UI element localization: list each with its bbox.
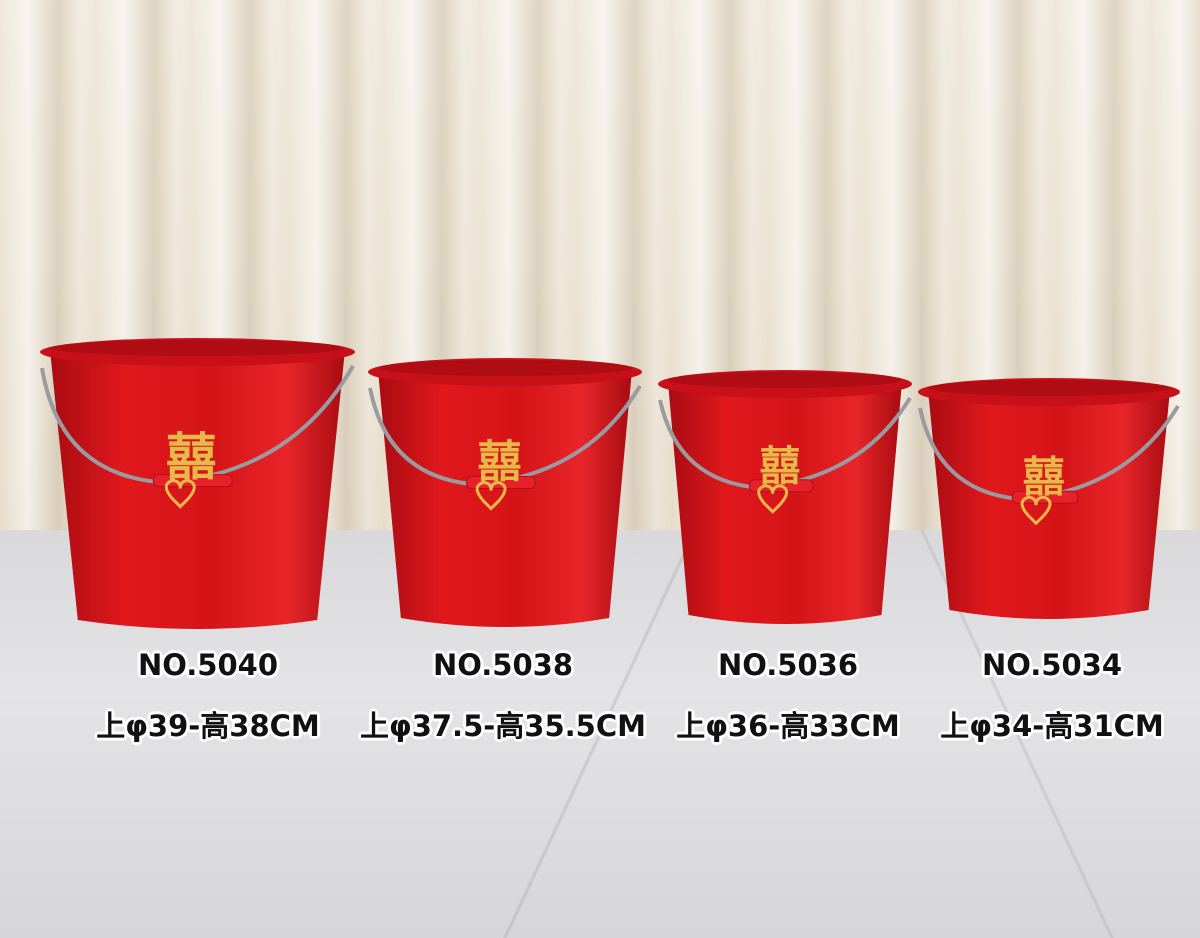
bucket-4: 囍 xyxy=(918,378,1180,619)
product-model-4: NO.5034 xyxy=(981,648,1123,682)
product-model-2: NO.5038 xyxy=(432,648,574,682)
bucket-opening xyxy=(50,340,345,356)
product-dims-1: 上φ39-高38CM xyxy=(96,709,320,743)
product-model-1: NO.5040 xyxy=(137,648,279,682)
heart-emblem xyxy=(1020,495,1052,526)
product-dims-3: 上φ36-高33CM xyxy=(676,709,900,743)
heart-emblem xyxy=(164,479,196,509)
bucket-body xyxy=(378,370,632,627)
product-dims-2: 上φ37.5-高35.5CM xyxy=(360,709,646,743)
bucket-2: 囍 xyxy=(368,358,642,627)
bucket-body xyxy=(668,382,902,624)
bucket-opening xyxy=(378,360,632,376)
bucket-1: 囍 xyxy=(40,338,355,629)
bucket-3: 囍 xyxy=(658,370,912,624)
bucket-opening xyxy=(668,372,902,388)
heart-emblem xyxy=(757,484,789,514)
double-happiness-emblem: 囍 xyxy=(478,437,522,488)
double-happiness-emblem: 囍 xyxy=(1023,452,1065,501)
product-dims-4: 上φ34-高31CM xyxy=(940,709,1164,743)
heart-emblem xyxy=(475,481,507,511)
bucket-body xyxy=(50,350,345,629)
double-happiness-emblem: 囍 xyxy=(760,442,801,490)
double-happiness-emblem: 囍 xyxy=(166,428,216,487)
bucket-opening xyxy=(928,380,1170,396)
product-model-3: NO.5036 xyxy=(717,648,859,682)
